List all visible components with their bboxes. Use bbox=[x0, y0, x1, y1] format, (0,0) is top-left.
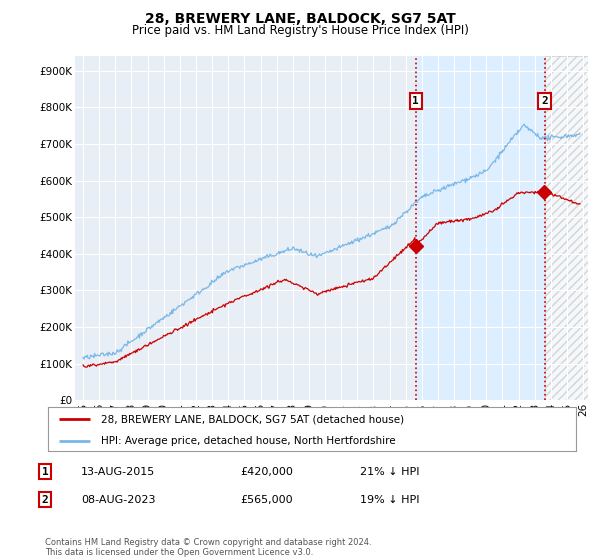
Text: 08-AUG-2023: 08-AUG-2023 bbox=[81, 494, 155, 505]
Text: 19% ↓ HPI: 19% ↓ HPI bbox=[360, 494, 419, 505]
Text: 1: 1 bbox=[41, 466, 49, 477]
Text: 1: 1 bbox=[412, 96, 419, 106]
Text: £420,000: £420,000 bbox=[240, 466, 293, 477]
Text: 21% ↓ HPI: 21% ↓ HPI bbox=[360, 466, 419, 477]
Text: HPI: Average price, detached house, North Hertfordshire: HPI: Average price, detached house, Nort… bbox=[101, 436, 395, 446]
Text: Contains HM Land Registry data © Crown copyright and database right 2024.
This d: Contains HM Land Registry data © Crown c… bbox=[45, 538, 371, 557]
Bar bbox=[416, 56, 545, 400]
Text: 28, BREWERY LANE, BALDOCK, SG7 5AT (detached house): 28, BREWERY LANE, BALDOCK, SG7 5AT (deta… bbox=[101, 414, 404, 424]
Text: £565,000: £565,000 bbox=[240, 494, 293, 505]
Text: 13-AUG-2015: 13-AUG-2015 bbox=[81, 466, 155, 477]
Text: Price paid vs. HM Land Registry's House Price Index (HPI): Price paid vs. HM Land Registry's House … bbox=[131, 24, 469, 36]
Text: 2: 2 bbox=[541, 96, 548, 106]
Text: 2: 2 bbox=[41, 494, 49, 505]
Bar bbox=[545, 56, 588, 400]
Text: 28, BREWERY LANE, BALDOCK, SG7 5AT: 28, BREWERY LANE, BALDOCK, SG7 5AT bbox=[145, 12, 455, 26]
